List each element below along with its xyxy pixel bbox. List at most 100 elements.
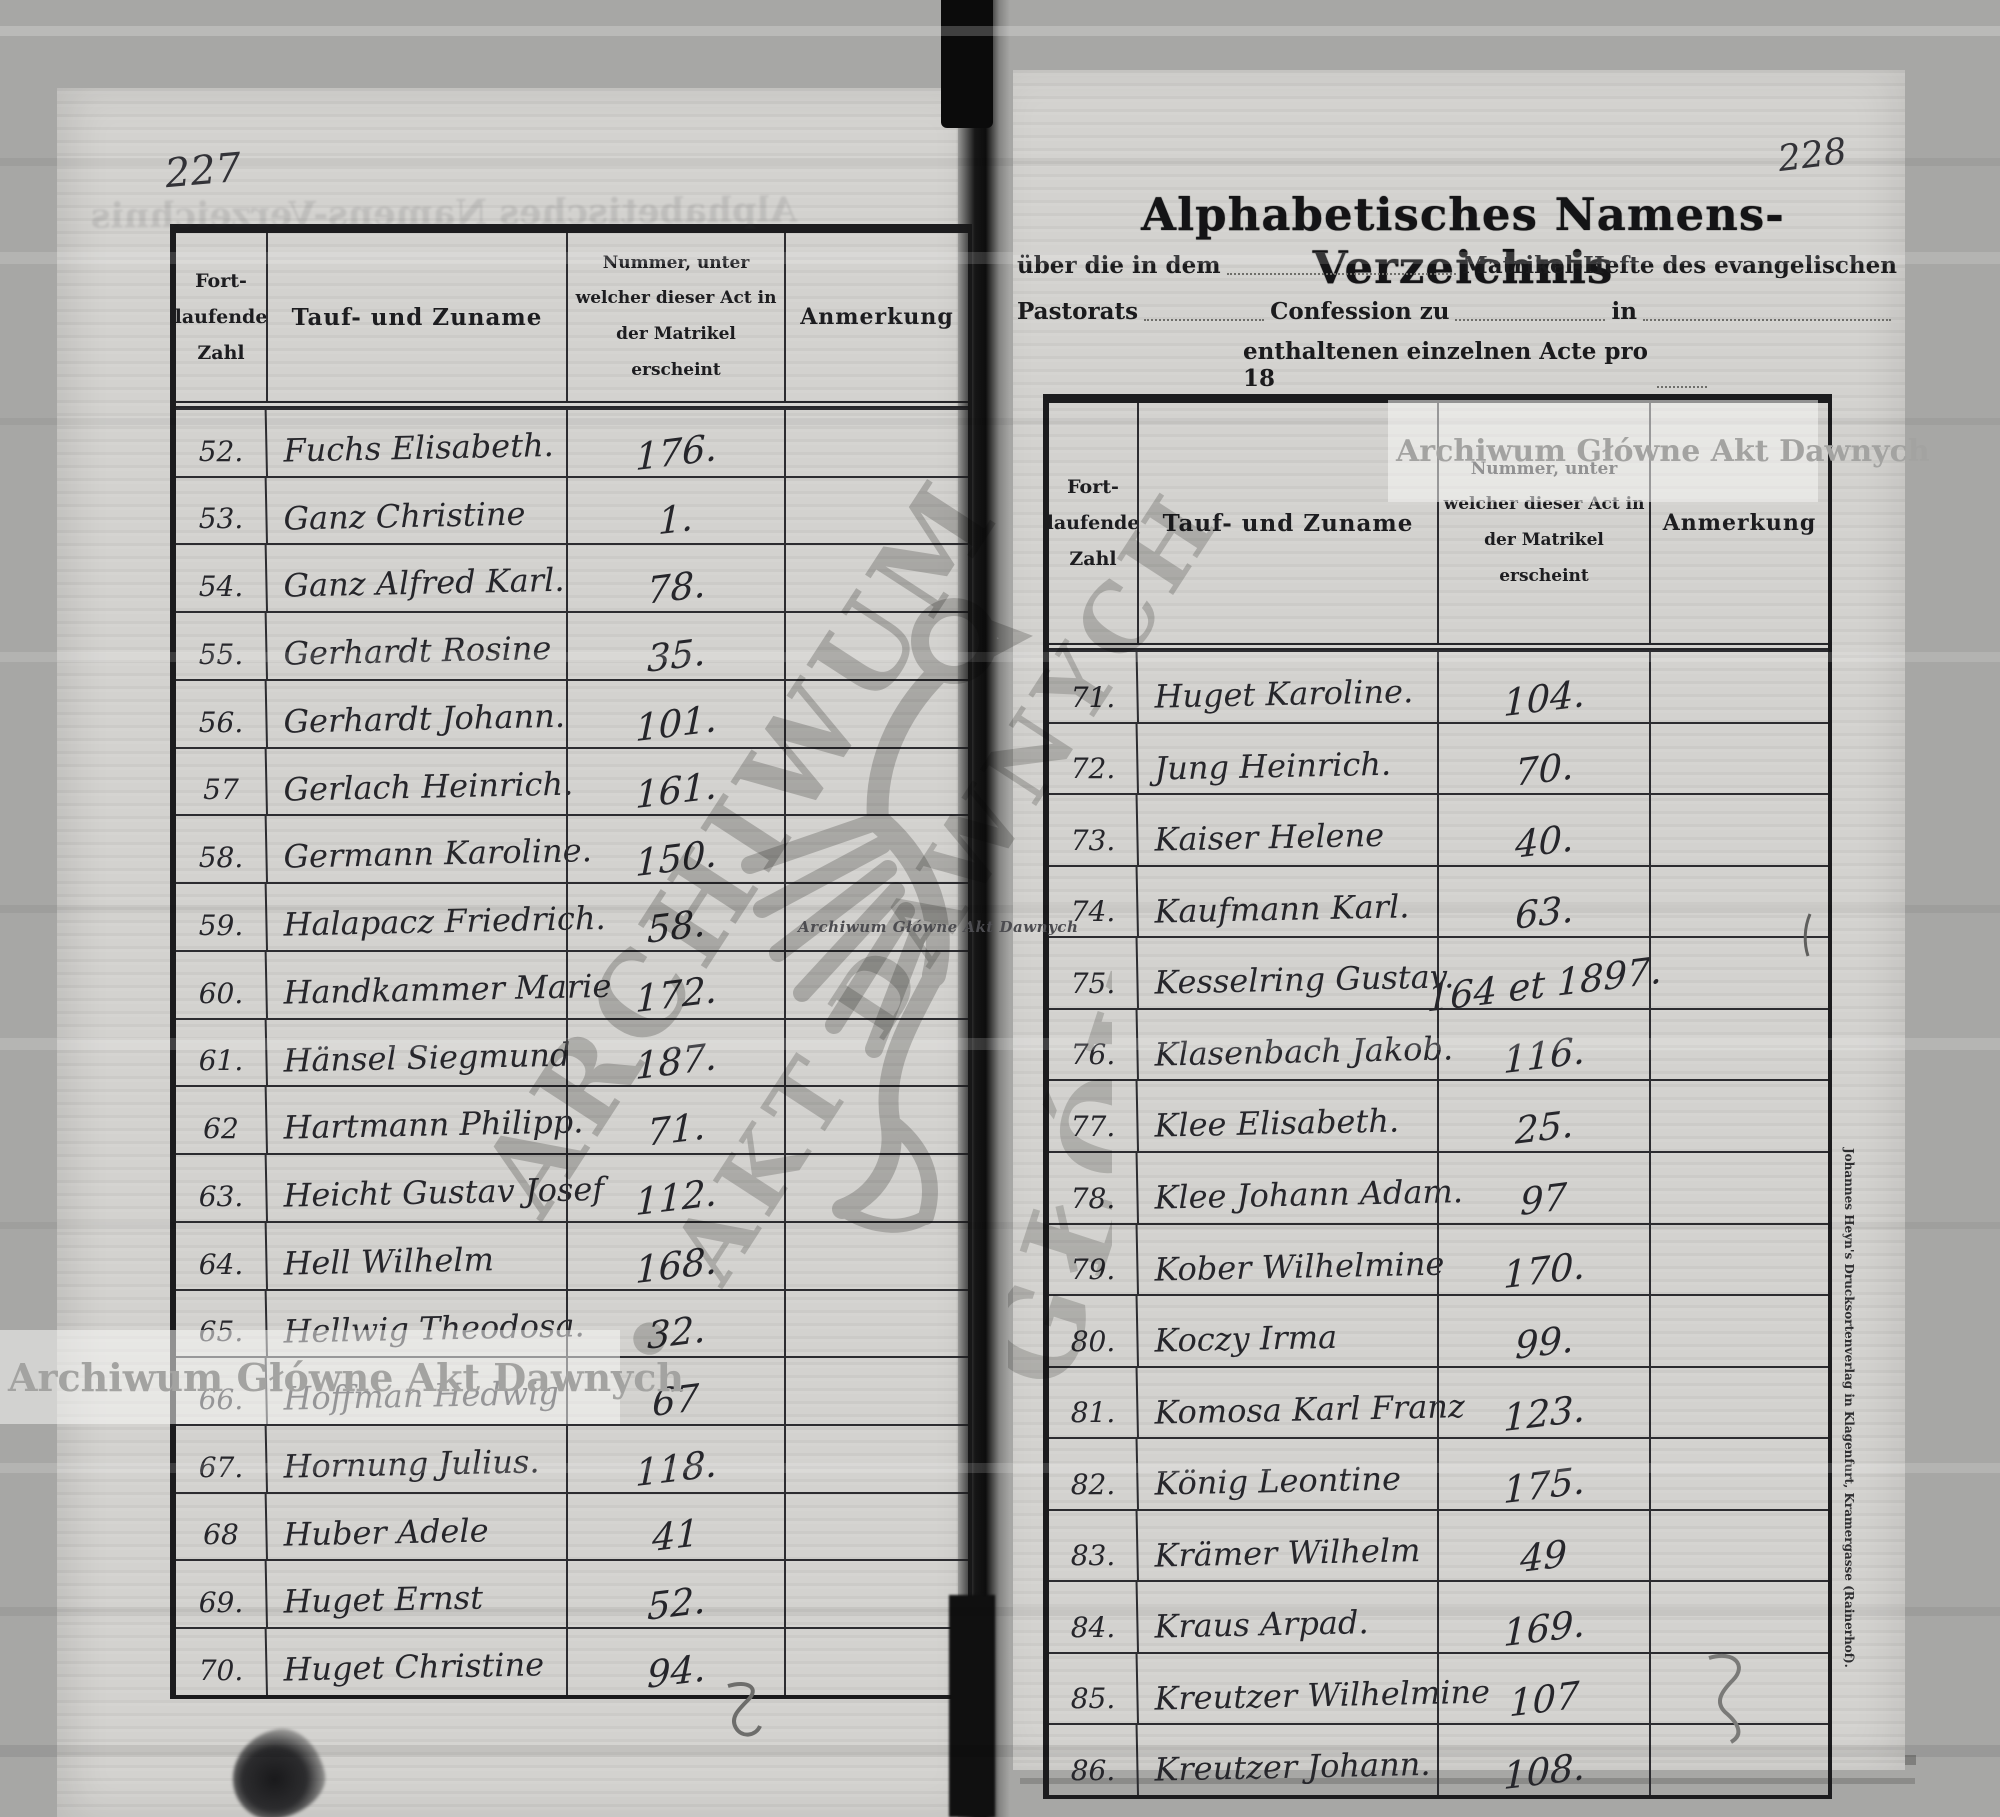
row-note	[1649, 1439, 1828, 1509]
row-name: Gerlach Heinrich.	[264, 742, 574, 815]
row-name: Klee Elisabeth.	[1135, 1075, 1437, 1151]
row-nr: 66.	[198, 1383, 244, 1417]
row-name: Gerhardt Rosine	[264, 606, 566, 679]
row-nr: 52.	[198, 434, 244, 468]
table-row: 58. Germann Karoline. 150.	[176, 810, 968, 885]
row-nr: 78.	[1070, 1181, 1116, 1215]
row-name: Kober Wilhelmine	[1135, 1218, 1445, 1295]
row-number: 32.	[566, 1290, 784, 1358]
row-number: 52.	[566, 1561, 784, 1629]
row-name: Ganz Alfred Karl.	[264, 539, 566, 612]
table-row: 65. Hellwig Theodosa. 32.	[176, 1284, 968, 1358]
table-row: 77. Klee Elisabeth. 25.	[1049, 1075, 1828, 1153]
row-note	[784, 545, 968, 612]
col-header-sequence-number: Fort- laufende Zahl	[174, 269, 268, 365]
page-title: Alphabetisches Namens-Verzeichnis	[1141, 188, 1785, 294]
row-nr: 71.	[1070, 680, 1116, 714]
table-row: 83. Krämer Wilhelm 49	[1049, 1504, 1828, 1581]
row-number: 112.	[566, 1155, 784, 1224]
form-label-confession: Confession zu	[1270, 298, 1450, 325]
book-spine-bottom	[949, 1595, 995, 1817]
row-name: Kaiser Helene	[1135, 788, 1437, 865]
row-nr: 60.	[198, 976, 244, 1010]
row-note	[1649, 1367, 1828, 1438]
form-line-3: enthaltenen einzelnen Acte pro 18	[1243, 338, 1713, 392]
row-number: 97	[1437, 1152, 1649, 1224]
row-number: 67	[566, 1358, 784, 1425]
row-note	[1649, 1653, 1828, 1724]
row-name: Heicht Gustav Josef	[264, 1148, 605, 1221]
row-name: Handkammer Marie	[264, 945, 612, 1018]
right-index-table: Fort- laufende Zahl Tauf- und Zuname Num…	[1043, 394, 1832, 1799]
row-note	[784, 884, 968, 950]
left-index-table: Fort- laufende Zahl Tauf- und Zuname Num…	[170, 224, 972, 1699]
row-number: 169.	[1437, 1582, 1649, 1655]
row-number: 94.	[566, 1629, 784, 1697]
book-spine-top	[941, 0, 993, 128]
form-line-1: über die in dem Matrikel-Hefte des evang…	[1017, 252, 1897, 279]
col-header-name: Tauf- und Zuname	[266, 233, 566, 401]
row-number: 99.	[1437, 1296, 1649, 1367]
col-header-remark: Anmerkung	[784, 233, 968, 401]
printer-imprint: Johannes Heyn's Drucksortenverlag in Kla…	[1356, 1148, 1856, 1668]
row-note	[1649, 1152, 1828, 1223]
table-row: 61. Hänsel Siegmund 187.	[176, 1013, 968, 1089]
form-label-ueber: über die in dem	[1017, 252, 1221, 279]
row-number: 118.	[566, 1426, 784, 1495]
row-nr: 77.	[1070, 1109, 1116, 1143]
row-nr: 57	[203, 773, 239, 807]
table-row: 52. Fuchs Elisabeth. 176.	[176, 403, 968, 479]
row-nr: 70.	[198, 1653, 244, 1687]
row-number: 35.	[566, 613, 784, 681]
row-note	[784, 1358, 968, 1425]
table-row: 53. Ganz Christine 1.	[176, 471, 968, 544]
table-row: 54. Ganz Alfred Karl. 78.	[176, 539, 968, 613]
row-note	[784, 1426, 968, 1492]
row-name: Huget Ernst	[264, 1555, 566, 1628]
row-nr: 61.	[198, 1044, 244, 1078]
row-name: Klasenbach Jakob.	[1135, 1003, 1453, 1080]
form-label-pastorats: Pastorats	[1017, 298, 1139, 325]
row-number: 41	[566, 1493, 784, 1561]
row-note	[784, 1290, 968, 1357]
row-note	[784, 1222, 968, 1289]
row-name: Koczy Irma	[1135, 1289, 1437, 1366]
row-nr: 63.	[198, 1179, 244, 1213]
row-number: 187.	[566, 1019, 784, 1089]
row-note	[784, 680, 968, 747]
row-note	[784, 748, 968, 815]
row-nr: 55.	[198, 637, 244, 671]
row-nr: 75.	[1070, 966, 1116, 1000]
row-number: 70.	[1437, 723, 1649, 795]
row-number: 170.	[1437, 1224, 1649, 1297]
col-header-remark: Anmerkung	[1649, 403, 1828, 643]
row-nr: 83.	[1070, 1539, 1116, 1573]
row-note	[784, 613, 968, 679]
row-number: 168.	[566, 1222, 784, 1292]
table-row: 57 Gerlach Heinrich. 161.	[176, 742, 968, 818]
row-nr: 80.	[1070, 1324, 1116, 1358]
row-nr: 67.	[198, 1450, 244, 1484]
row-nr: 84.	[1070, 1610, 1116, 1644]
row-nr: 68	[203, 1518, 239, 1552]
row-nr: 82.	[1070, 1467, 1116, 1501]
table-row: 66. Hoffman Hedwig 67	[176, 1352, 968, 1425]
col-header-sequence-number: Fort- laufende Zahl	[1046, 475, 1140, 571]
row-nr: 86.	[1070, 1754, 1116, 1787]
row-nr: 73.	[1070, 823, 1116, 857]
row-name: Hänsel Siegmund	[264, 1013, 571, 1086]
row-nr: 69.	[198, 1586, 244, 1620]
row-name: Hartmann Philipp.	[264, 1081, 584, 1154]
table-row: 67. Hornung Julius. 118.	[176, 1419, 968, 1495]
table-row: 79. Kober Wilhelmine 170.	[1049, 1218, 1828, 1297]
col-header-act-number: Nummer, unter welcher dieser Act in der …	[566, 233, 784, 401]
dotted-rule	[1455, 309, 1606, 321]
right-page-underlay-edge2	[1020, 1778, 1915, 1784]
row-note	[1649, 652, 1828, 722]
row-note	[784, 410, 968, 476]
left-page: 227 Alphabetisches Namens-Verzeichnis Fo…	[57, 88, 972, 1817]
row-number: 150.	[566, 816, 784, 885]
row-nr: 58.	[198, 841, 244, 875]
form-line-2: Pastorats Confession zu in	[1017, 298, 1897, 325]
row-nr: 59.	[198, 908, 244, 942]
